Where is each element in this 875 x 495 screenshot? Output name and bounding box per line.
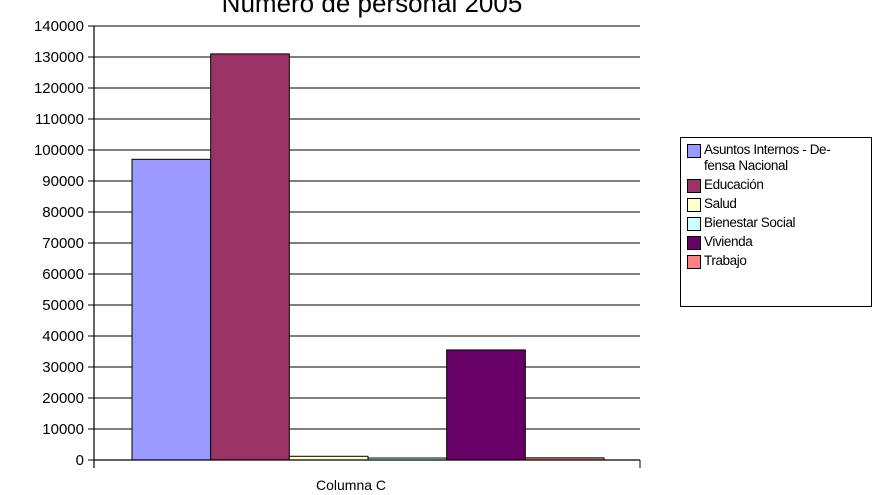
legend: Asuntos Internos - De-fensa Nacional Educ… <box>680 137 872 307</box>
y-tick-label: 20000 <box>42 390 84 407</box>
legend-swatch <box>687 179 701 193</box>
y-tick-label: 10000 <box>42 421 84 438</box>
y-tick-label: 50000 <box>42 297 84 314</box>
legend-item: Educación <box>687 177 867 193</box>
y-tick-label: 80000 <box>42 204 84 221</box>
legend-item: Asuntos Internos - De-fensa Nacional <box>687 142 867 174</box>
bar-asuntos-internos-defensa-nacional <box>131 158 212 461</box>
gridlines <box>94 25 640 430</box>
y-tick-label: 140000 <box>34 18 84 35</box>
y-tick-label: 70000 <box>42 235 84 252</box>
y-axis-ticks: 0 10000 20000 30000 40000 50000 60000 70000 8000… <box>34 18 641 469</box>
bar-educacion <box>210 53 290 461</box>
bar-vivienda <box>446 349 526 461</box>
legend-swatch <box>687 255 701 269</box>
y-tick-label: 120000 <box>34 80 84 97</box>
chart-title: Número de personal 2005 <box>222 0 523 18</box>
legend-swatch <box>687 217 701 231</box>
y-tick-label: 130000 <box>34 49 84 66</box>
legend-item: Vivienda <box>687 234 867 250</box>
legend-label: Salud <box>704 196 737 211</box>
y-tick-label: 90000 <box>42 173 84 190</box>
bars <box>131 53 605 461</box>
legend-label: Asuntos Internos - De-fensa Nacional <box>704 142 831 173</box>
x-axis-label: Columna C <box>316 477 386 493</box>
legend-label: Bienestar Social <box>704 215 796 230</box>
legend-label: Trabajo <box>704 253 747 268</box>
y-tick-label: 60000 <box>42 266 84 283</box>
y-tick-label: 40000 <box>42 328 84 345</box>
legend-swatch <box>687 144 701 158</box>
legend-label: Vivienda <box>704 234 753 249</box>
legend-item: Salud <box>687 196 867 212</box>
y-tick-label: 0 <box>76 452 84 469</box>
y-tick-label: 100000 <box>34 142 84 159</box>
legend-label: Educación <box>704 177 764 192</box>
legend-item: Trabajo <box>687 253 867 269</box>
legend-swatch <box>687 198 701 212</box>
y-tick-label: 30000 <box>42 359 84 376</box>
legend-item: Bienestar Social <box>687 215 867 231</box>
legend-swatch <box>687 236 701 250</box>
y-tick-label: 110000 <box>35 111 84 128</box>
